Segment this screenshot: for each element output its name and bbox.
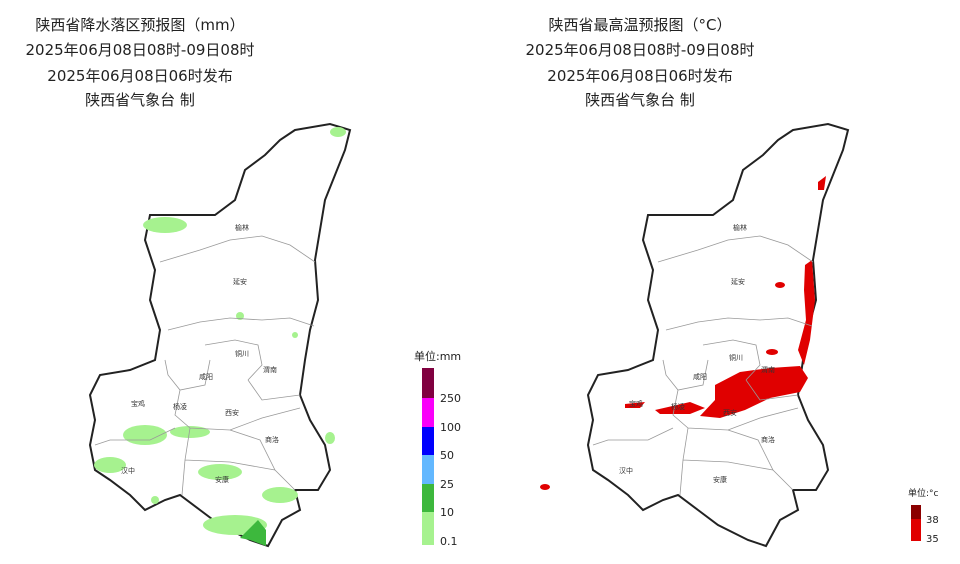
title-line: 陕西省最高温预报图（°C） [549,16,732,34]
left-title: 陕西省降水落区预报图（mm） 2025年06月08日08时-09日08时 202… [25,16,254,109]
city-label: 商洛 [265,435,279,444]
city-label: 延安 [731,277,745,286]
city-label: 咸阳 [199,372,213,381]
legend-swatch [422,368,434,398]
city-label: 汉中 [121,466,135,475]
legend-label: 10 [440,506,454,519]
right-title: 陕西省最高温预报图（°C） 2025年06月08日08时-09日08时 2025… [525,16,754,109]
legend-unit: 单位:mm [414,349,461,363]
title-line: 陕西省气象台 制 [585,91,695,109]
legend-label: 250 [440,392,461,405]
city-label: 安康 [713,475,727,484]
city-label: 宝鸡 [131,399,145,408]
legend-swatch [422,455,434,484]
legend-label: 38 [926,515,939,526]
legend-label: 35 [926,534,939,545]
city-label: 商洛 [761,435,775,444]
city-label: 铜川 [235,349,249,358]
city-label: 榆林 [733,223,747,232]
city-label: 西安 [723,408,737,417]
legend-label: 50 [440,449,454,462]
title-line: 陕西省气象台 制 [85,91,195,109]
left-legend: 单位:mm 250 100 50 25 10 0.1 [414,349,461,548]
legend-swatch [911,505,921,519]
city-label: 咸阳 [693,372,707,381]
right-map: 榆林 延安 铜川 渭南 咸阳 宝鸡 杨凌 西安 商洛 汉中 安康 [540,123,849,547]
title-line: 2025年06月08日06时发布 [547,67,732,85]
legend-swatch [422,427,434,455]
city-label: 延安 [233,277,247,286]
city-label: 宝鸡 [629,399,643,408]
city-label: 安康 [215,475,229,484]
legend-swatch [422,398,434,427]
legend-swatch [422,484,434,512]
legend-label: 25 [440,478,454,491]
city-label: 杨凌 [173,402,187,411]
legend-swatch [911,519,921,541]
title-line: 2025年06月08日08时-09日08时 [525,41,754,59]
legend-label: 100 [440,421,461,434]
title-line: 2025年06月08日06时发布 [47,67,232,85]
right-legend: 单位:°c 38 35 [908,487,939,545]
legend-label: 0.1 [440,535,458,548]
city-label: 汉中 [619,466,633,475]
rain-area-heavy [240,520,266,546]
city-label: 铜川 [729,353,743,362]
city-label: 渭南 [761,365,775,374]
city-label: 杨凌 [671,402,685,411]
city-label: 渭南 [263,365,277,374]
city-label: 榆林 [235,223,249,232]
city-label: 西安 [225,408,239,417]
title-line: 2025年06月08日08时-09日08时 [25,41,254,59]
legend-swatch [422,512,434,545]
legend-unit: 单位:°c [908,487,939,499]
left-map: 榆林 延安 铜川 渭南 咸阳 宝鸡 杨凌 西安 商洛 汉中 安康 [89,123,351,547]
title-line: 陕西省降水落区预报图（mm） [35,16,244,34]
